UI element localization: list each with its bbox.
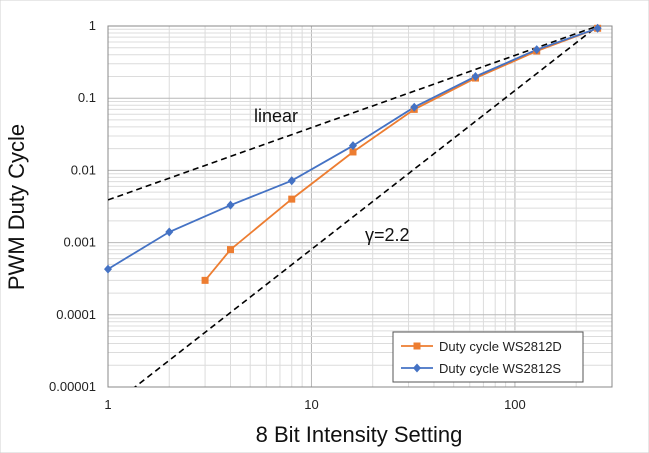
legend-marker-square xyxy=(413,342,421,350)
data-point-ws2812s xyxy=(348,141,357,151)
data-point-ws2812d xyxy=(201,276,209,284)
plot-area-frame xyxy=(107,25,613,388)
y-tick-label: 0.001 xyxy=(63,235,96,250)
data-point-ws2812s xyxy=(287,176,296,186)
legend: Duty cycle WS2812D Duty cycle WS2812S xyxy=(392,331,584,383)
y-tick-label: 0.01 xyxy=(71,162,96,177)
data-point-ws2812s xyxy=(593,23,602,33)
reference-line-gamma xyxy=(133,26,599,387)
data-point-ws2812s xyxy=(104,264,112,274)
data-point-ws2812s xyxy=(226,200,235,210)
x-tick-label: 10 xyxy=(304,397,318,412)
series-markers xyxy=(104,23,602,284)
x-axis-title: 8 Bit Intensity Setting xyxy=(256,422,463,447)
reference-line-linear xyxy=(108,26,598,201)
y-axis-title: PWM Duty Cycle xyxy=(4,124,29,290)
legend-label: Duty cycle WS2812D xyxy=(439,339,562,354)
x-tick-labels: 1 10 100 xyxy=(104,397,525,412)
data-point-ws2812d xyxy=(226,246,234,254)
series-line-ws2812d xyxy=(204,27,598,281)
data-point-ws2812s xyxy=(410,102,419,112)
legend-label: Duty cycle WS2812S xyxy=(439,361,561,376)
data-point-ws2812s xyxy=(471,71,480,81)
x-tick-label: 1 xyxy=(104,397,111,412)
data-point-ws2812d xyxy=(349,148,357,156)
x-tick-label: 100 xyxy=(504,397,526,412)
annotation-linear: linear xyxy=(254,106,298,126)
y-tick-label: 0.1 xyxy=(78,90,96,105)
legend-marker-diamond xyxy=(413,363,421,373)
y-tick-label: 1 xyxy=(89,18,96,33)
y-tick-label: 0.00001 xyxy=(49,379,96,394)
y-tick-labels: 0.00001 0.0001 0.001 0.01 0.1 1 xyxy=(49,18,96,394)
y-tick-label: 0.0001 xyxy=(56,307,96,322)
annotation-gamma: γ=2.2 xyxy=(365,225,410,245)
data-point-ws2812s xyxy=(165,227,174,237)
legend-box xyxy=(392,331,584,383)
reference-lines xyxy=(108,26,599,387)
data-point-ws2812d xyxy=(288,195,296,203)
data-point-ws2812s xyxy=(532,45,541,55)
